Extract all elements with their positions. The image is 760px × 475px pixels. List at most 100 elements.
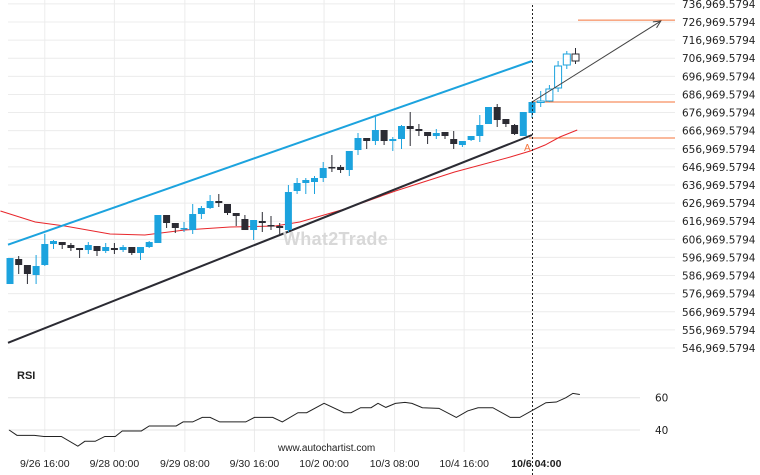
price-tick-label: 626,969.5794 [682, 198, 756, 210]
bullish-candle [476, 125, 484, 137]
price-tick-label: 676,969.5794 [682, 108, 756, 120]
source-credit: www.autochartist.com [278, 443, 376, 454]
bearish-candle [224, 204, 231, 214]
bullish-candle [206, 201, 214, 209]
bearish-candle [258, 221, 266, 224]
projected-candle [562, 53, 571, 66]
price-tick-label: 736,969.5794 [682, 0, 756, 11]
bullish-candle [137, 247, 144, 254]
time-tick-label: 10/6 04:00 [511, 458, 561, 470]
forecast-arrow-line [531, 20, 662, 103]
arrow-head-icon [652, 20, 662, 29]
bearish-candle [337, 167, 345, 171]
bullish-candle [284, 192, 292, 231]
bearish-candle [67, 245, 75, 249]
bullish-candle [302, 180, 310, 184]
bullish-candle [180, 228, 188, 230]
moving-average-line [0, 129, 578, 236]
price-tick-label: 586,969.5794 [682, 271, 756, 283]
bullish-candle [189, 214, 197, 231]
bullish-candle [32, 266, 40, 276]
time-tick-label: 9/26 16:00 [20, 458, 70, 470]
price-tick-label: 576,969.5794 [682, 289, 756, 301]
bearish-candle [502, 119, 510, 125]
watermark-what2trade: What2Trade [283, 229, 389, 249]
bearish-candle [58, 242, 66, 246]
rsi-tick-label: 60 [655, 393, 668, 405]
bullish-candle [197, 208, 205, 215]
bearish-candle [276, 226, 284, 229]
price-tick-label: 666,969.5794 [682, 126, 756, 138]
bearish-candle [76, 248, 84, 251]
time-tick-label: 10/4 16:00 [439, 458, 489, 470]
rsi-title: RSI [17, 370, 36, 382]
bullish-candle [458, 141, 466, 146]
bullish-candle [41, 244, 49, 266]
projected-candle [536, 100, 545, 104]
projected-candle [571, 53, 580, 62]
price-tick-label: 706,969.5794 [682, 53, 756, 65]
bullish-candle [6, 258, 14, 285]
bearish-candle [15, 259, 23, 266]
bullish-candle [519, 112, 527, 137]
bullish-candle [398, 126, 405, 140]
price-tick-label: 656,969.5794 [682, 144, 756, 156]
bearish-candle [415, 129, 423, 132]
bullish-candle [84, 245, 92, 251]
price-tick-label: 686,969.5794 [682, 89, 756, 101]
bullish-candle [154, 215, 162, 244]
bullish-candle [145, 242, 153, 248]
channel-lower-line [7, 134, 533, 344]
rsi-tick-label: 40 [655, 425, 668, 437]
bearish-candle [363, 138, 371, 142]
bullish-candle [119, 247, 127, 251]
price-tick-label: 556,969.5794 [682, 325, 756, 337]
pattern-marker-label: A [524, 143, 531, 154]
bearish-candle [493, 107, 501, 121]
price-tick-label: 636,969.5794 [682, 180, 756, 192]
price-tick-label: 566,969.5794 [682, 307, 756, 319]
bearish-candle [450, 139, 458, 145]
bearish-candle [93, 246, 101, 252]
price-tick-label: 546,969.5794 [682, 343, 756, 355]
bullish-candle [102, 247, 110, 252]
bullish-candle [528, 102, 536, 114]
price-tick-label: 616,969.5794 [682, 216, 756, 228]
projected-candle [554, 65, 563, 89]
bearish-candle [23, 265, 31, 275]
bullish-candle [389, 139, 397, 142]
projected-candle [545, 88, 554, 102]
bearish-candle [110, 248, 118, 251]
bullish-candle [250, 220, 258, 231]
bullish-candle [467, 136, 475, 141]
price-tick-label: 606,969.5794 [682, 234, 756, 246]
bearish-candle [128, 247, 136, 254]
bullish-candle [432, 133, 440, 137]
price-tick-label: 726,969.5794 [682, 17, 756, 29]
bullish-candle [354, 138, 362, 151]
bullish-candle [345, 151, 353, 171]
bearish-candle [163, 215, 171, 224]
price-tick-label: 716,969.5794 [682, 35, 756, 47]
bearish-candle [406, 126, 414, 130]
price-tick-label: 646,969.5794 [682, 162, 756, 174]
bearish-candle [241, 219, 249, 231]
time-tick-label: 9/30 16:00 [230, 458, 280, 470]
bearish-candle [424, 132, 432, 137]
bullish-candle [311, 178, 318, 183]
time-tick-label: 9/29 08:00 [160, 458, 210, 470]
bullish-candle [319, 168, 327, 179]
time-tick-label: 10/2 00:00 [299, 458, 349, 470]
bearish-candle [441, 132, 449, 137]
bullish-candle [485, 107, 492, 125]
rsi-line [8, 392, 580, 447]
bearish-candle [267, 225, 275, 227]
bearish-candle [380, 130, 388, 142]
bullish-candle [293, 183, 301, 192]
bearish-candle [171, 223, 179, 229]
bearish-candle [511, 125, 519, 135]
price-tick-label: 596,969.5794 [682, 252, 756, 264]
bearish-candle [328, 167, 336, 169]
bullish-candle [371, 130, 379, 142]
